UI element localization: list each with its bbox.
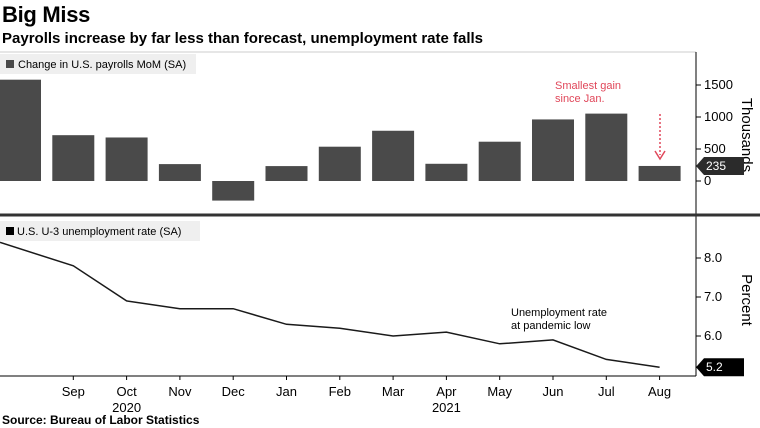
xtick-label: Feb bbox=[329, 384, 351, 399]
source-note: Source: Bureau of Labor Statistics bbox=[2, 413, 200, 427]
line-legend-swatch bbox=[6, 227, 14, 235]
bar-ytick-label: 1000 bbox=[704, 109, 733, 124]
line-last-value-label: 5.2 bbox=[706, 360, 723, 374]
xtick-label: Aug bbox=[648, 384, 671, 399]
line-annotation-line1: Unemployment rate bbox=[511, 307, 607, 319]
xtick-label: Apr bbox=[436, 384, 457, 399]
bar-legend-box bbox=[0, 54, 196, 74]
line-ylabel: Percent bbox=[738, 274, 755, 327]
payroll-bar bbox=[318, 146, 361, 181]
payroll-bar bbox=[478, 141, 521, 181]
chart-subtitle: Payrolls increase by far less than forec… bbox=[2, 30, 484, 47]
xtick-label: Jul bbox=[598, 384, 615, 399]
payroll-bar bbox=[0, 79, 41, 181]
line-ytick-label: 7.0 bbox=[704, 289, 722, 304]
payroll-bar bbox=[638, 165, 681, 181]
bar-legend-swatch bbox=[6, 60, 14, 68]
xtick-label: Sep bbox=[62, 384, 85, 399]
bar-last-value-label: 235 bbox=[706, 159, 726, 173]
bar-annotation-arrowhead bbox=[654, 150, 666, 161]
bar-ytick-label: 1500 bbox=[704, 77, 733, 92]
payroll-bar bbox=[158, 164, 201, 181]
xtick-label: Jan bbox=[276, 384, 297, 399]
bar-legend-label: Change in U.S. payrolls MoM (SA) bbox=[18, 59, 186, 71]
payroll-bar bbox=[212, 181, 255, 201]
payroll-bar bbox=[265, 166, 308, 181]
payroll-bar bbox=[105, 137, 148, 181]
bar-last-value-tag bbox=[696, 156, 744, 175]
xtick-label: Dec bbox=[222, 384, 246, 399]
bar-ytick-label: 0 bbox=[704, 173, 711, 188]
xtick-label: Mar bbox=[382, 384, 405, 399]
line-legend-label: U.S. U-3 unemployment rate (SA) bbox=[17, 226, 181, 238]
bar-ytick-label: 500 bbox=[704, 141, 726, 156]
payroll-bar bbox=[52, 135, 95, 181]
xtick-label: May bbox=[487, 384, 512, 399]
line-ytick-label: 8.0 bbox=[704, 250, 722, 265]
year-label-2020: 2020 bbox=[112, 400, 141, 415]
line-annotation-line2: at pandemic low bbox=[511, 320, 591, 332]
xtick-label: Jun bbox=[543, 384, 564, 399]
line-last-value-tag bbox=[696, 358, 744, 377]
xtick-label: Nov bbox=[168, 384, 192, 399]
payroll-bar bbox=[532, 119, 574, 181]
chart-title: Big Miss bbox=[2, 2, 91, 27]
bar-annotation-line1: Smallest gain bbox=[555, 80, 621, 92]
unemployment-line bbox=[0, 241, 660, 368]
line-ytick-label: 6.0 bbox=[704, 328, 722, 343]
bar-annotation-line2: since Jan. bbox=[555, 93, 605, 105]
xtick-label: Oct bbox=[116, 384, 137, 399]
year-label-2021: 2021 bbox=[432, 400, 461, 415]
payroll-bar bbox=[372, 130, 415, 181]
payroll-bar bbox=[585, 113, 628, 181]
bar-ylabel: Thousands bbox=[738, 98, 755, 172]
payroll-bar bbox=[425, 163, 468, 181]
line-legend-box bbox=[0, 221, 200, 241]
